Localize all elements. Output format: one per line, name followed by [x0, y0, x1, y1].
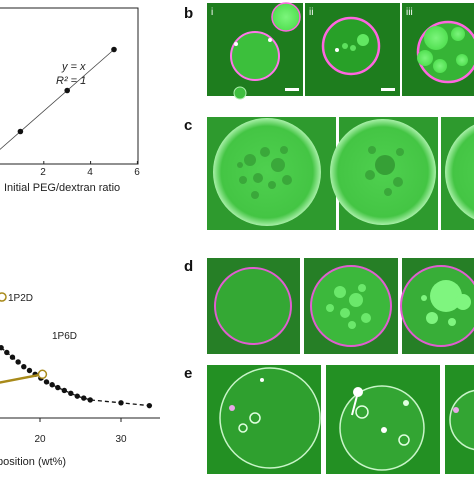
- ratio-plot-marks: [0, 46, 138, 164]
- binodal-point: [146, 402, 153, 409]
- panel-b-sublabel-i: i: [211, 7, 213, 18]
- panel-c-letter: c: [184, 117, 192, 134]
- ratio-fit-line: [0, 49, 115, 150]
- binodal-dashed-line: [0, 345, 150, 407]
- ratio-xtick-2: 2: [40, 167, 46, 178]
- panel-e-image-3: [445, 365, 474, 474]
- ratio-point: [111, 46, 117, 53]
- ratio-xtick-4: 4: [87, 167, 93, 178]
- binodal-point: [21, 364, 27, 370]
- ratio-plot-frame: [0, 7, 139, 165]
- panel-c-image-1: [207, 117, 336, 230]
- binodal-point: [87, 397, 93, 403]
- ratio-xlabel: Initial PEG/dextran ratio: [4, 182, 120, 194]
- panel-b-image-ii: ii: [305, 3, 400, 96]
- phase-xtick-20: 20: [34, 434, 46, 445]
- panel-b-image-iii: iii: [402, 3, 474, 96]
- binodal-point: [4, 349, 10, 356]
- ratio-plot: y = x R² = 1 2 4 6 Initial PEG/dextran r…: [0, 7, 140, 194]
- ratio-point: [64, 87, 70, 94]
- phase-xlabel: position (wt%): [0, 456, 66, 468]
- panel-e-image-2: [326, 365, 440, 474]
- binodal-point: [55, 384, 61, 391]
- panel-c-image-3: [441, 117, 474, 230]
- phase-xtick-30: 30: [115, 434, 127, 445]
- panel-b-image-i: i: [207, 2, 303, 100]
- binodal-point: [9, 354, 16, 360]
- panel-b-letter: b: [184, 5, 193, 22]
- panel-e-image-1: [207, 365, 321, 474]
- panel-c-image-2: [330, 117, 438, 230]
- binodal-point: [61, 387, 67, 394]
- binodal-point: [49, 382, 55, 388]
- ratio-equation: y = x: [61, 61, 86, 73]
- tie-line: [0, 373, 43, 384]
- binodal-point: [15, 359, 21, 365]
- phase-plot-marks: [0, 292, 153, 422]
- point-1p6d: [37, 369, 48, 380]
- binodal-point: [26, 367, 33, 374]
- binodal-point: [74, 393, 80, 399]
- binodal-point: [68, 390, 74, 396]
- label-1p2d: 1P2D: [8, 293, 33, 304]
- panel-d-image-2: [304, 258, 398, 354]
- panel-d-image-1: [207, 258, 300, 354]
- binodal-point: [43, 379, 50, 385]
- binodal-point: [118, 400, 124, 406]
- ratio-point: [17, 128, 24, 135]
- point-1p2d: [0, 292, 7, 302]
- panel-d-image-3: [400, 258, 474, 354]
- label-1p6d: 1P6D: [52, 331, 77, 342]
- binodal-point: [81, 395, 87, 401]
- panel-b-sublabel-iii: iii: [406, 7, 413, 18]
- panel-d-letter: d: [184, 258, 193, 275]
- panel-e-letter: e: [184, 365, 192, 382]
- ratio-r2: R² = 1: [56, 75, 86, 87]
- phase-plot: 1P2D 1P6D 20 30 position (wt%): [0, 292, 160, 468]
- binodal-point: [0, 345, 4, 351]
- ratio-xtick-6: 6: [134, 167, 140, 178]
- panel-b-sublabel-ii: ii: [309, 7, 313, 18]
